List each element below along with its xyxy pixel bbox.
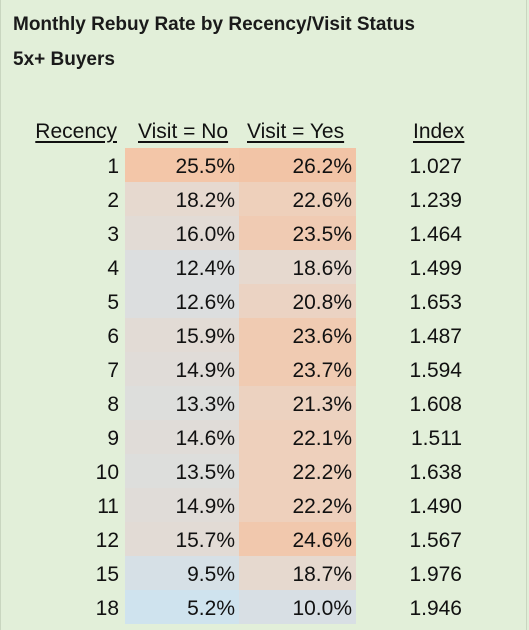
index-cell[interactable]: 1.638 [409, 461, 462, 484]
recency-cell[interactable]: 2 [107, 189, 119, 212]
visit-yes-cell[interactable]: 21.3% [239, 386, 356, 420]
recency-cell[interactable]: 12 [95, 529, 119, 552]
data-table: 1 25.5% 26.2% 1.027 2 18.2% 22.6% 1.239 3 16.0% 23… [1, 148, 528, 624]
index-cell[interactable]: 1.946 [409, 597, 462, 620]
table-row: 6 15.9% 23.6% 1.487 [1, 318, 528, 352]
visit-yes-cell[interactable]: 22.6% [239, 182, 356, 216]
recency-cell[interactable]: 8 [107, 393, 119, 416]
visit-no-cell[interactable]: 15.9% [125, 318, 239, 352]
recency-cell[interactable]: 5 [107, 291, 119, 314]
visit-yes-cell[interactable]: 20.8% [239, 284, 356, 318]
recency-cell[interactable]: 9 [107, 427, 119, 450]
visit-no-cell[interactable]: 25.5% [125, 148, 239, 182]
recency-cell[interactable]: 10 [95, 461, 119, 484]
visit-yes-cell[interactable]: 23.6% [239, 318, 356, 352]
visit-yes-cell[interactable]: 18.7% [239, 556, 356, 590]
visit-no-cell[interactable]: 14.9% [125, 352, 239, 386]
visit-no-cell[interactable]: 13.3% [125, 386, 239, 420]
table-row: 10 13.5% 22.2% 1.638 [1, 454, 528, 488]
table-subtitle: 5x+ Buyers [13, 49, 115, 70]
recency-cell[interactable]: 18 [95, 597, 119, 620]
recency-cell[interactable]: 7 [107, 359, 119, 382]
table-row: 9 14.6% 22.1% 1.511 [1, 420, 528, 454]
table-row: 12 15.7% 24.6% 1.567 [1, 522, 528, 556]
table-row: 1 25.5% 26.2% 1.027 [1, 148, 528, 182]
visit-no-cell[interactable]: 13.5% [125, 454, 239, 488]
index-cell[interactable]: 1.027 [409, 155, 462, 178]
table-row: 15 9.5% 18.7% 1.976 [1, 556, 528, 590]
visit-no-cell[interactable]: 18.2% [125, 182, 239, 216]
column-header-visit-yes[interactable]: Visit = Yes [247, 120, 345, 143]
table-row: 5 12.6% 20.8% 1.653 [1, 284, 528, 318]
visit-yes-cell[interactable]: 22.1% [239, 420, 356, 454]
column-header-recency[interactable]: Recency [35, 120, 117, 143]
index-cell[interactable]: 1.608 [409, 393, 462, 416]
visit-no-cell[interactable]: 5.2% [125, 590, 239, 624]
column-header-visit-no[interactable]: Visit = No [138, 120, 229, 143]
visit-yes-cell[interactable]: 22.2% [239, 454, 356, 488]
index-cell[interactable]: 1.567 [409, 529, 462, 552]
recency-cell[interactable]: 11 [97, 495, 119, 518]
recency-cell[interactable]: 15 [95, 563, 119, 586]
table-row: 8 13.3% 21.3% 1.608 [1, 386, 528, 420]
index-cell[interactable]: 1.976 [409, 563, 462, 586]
table-row: 7 14.9% 23.7% 1.594 [1, 352, 528, 386]
table-row: 4 12.4% 18.6% 1.499 [1, 250, 528, 284]
visit-yes-cell[interactable]: 23.7% [239, 352, 356, 386]
visit-yes-cell[interactable]: 26.2% [239, 148, 356, 182]
visit-yes-cell[interactable]: 10.0% [239, 590, 356, 624]
visit-no-cell[interactable]: 12.6% [125, 284, 239, 318]
index-cell[interactable]: 1.499 [409, 257, 462, 280]
table-row: 11 14.9% 22.2% 1.490 [1, 488, 528, 522]
visit-no-cell[interactable]: 16.0% [125, 216, 239, 250]
index-cell[interactable]: 1.464 [409, 223, 462, 246]
recency-cell[interactable]: 3 [107, 223, 119, 246]
index-cell[interactable]: 1.487 [409, 325, 462, 348]
table-row: 3 16.0% 23.5% 1.464 [1, 216, 528, 250]
visit-no-cell[interactable]: 15.7% [125, 522, 239, 556]
visit-yes-cell[interactable]: 24.6% [239, 522, 356, 556]
index-cell[interactable]: 1.594 [409, 359, 462, 382]
visit-no-cell[interactable]: 14.6% [125, 420, 239, 454]
table-row: 2 18.2% 22.6% 1.239 [1, 182, 528, 216]
recency-cell[interactable]: 1 [107, 155, 119, 178]
index-cell[interactable]: 1.239 [409, 189, 462, 212]
visit-yes-cell[interactable]: 23.5% [239, 216, 356, 250]
visit-no-cell[interactable]: 12.4% [125, 250, 239, 284]
table-row: 18 5.2% 10.0% 1.946 [1, 590, 528, 624]
index-cell[interactable]: 1.490 [409, 495, 462, 518]
recency-cell[interactable]: 4 [107, 257, 119, 280]
table-title: Monthly Rebuy Rate by Recency/Visit Stat… [13, 14, 415, 35]
index-cell[interactable]: 1.653 [409, 291, 462, 314]
index-cell[interactable]: 1.511 [411, 427, 462, 450]
recency-cell[interactable]: 6 [107, 325, 119, 348]
visit-no-cell[interactable]: 14.9% [125, 488, 239, 522]
visit-yes-cell[interactable]: 18.6% [239, 250, 356, 284]
visit-yes-cell[interactable]: 22.2% [239, 488, 356, 522]
visit-no-cell[interactable]: 9.5% [125, 556, 239, 590]
column-header-index[interactable]: Index [413, 120, 465, 143]
